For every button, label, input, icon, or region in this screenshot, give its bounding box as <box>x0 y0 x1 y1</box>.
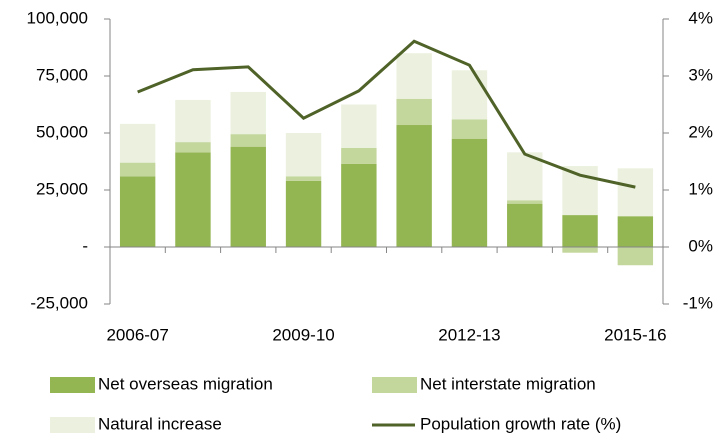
bar <box>285 133 322 177</box>
legend-label: Population growth rate (%) <box>420 414 621 433</box>
bar <box>451 119 488 139</box>
y-tick-label: 100,000 <box>27 8 88 27</box>
legend-swatch <box>372 377 417 393</box>
bar <box>507 200 543 204</box>
bar <box>562 166 598 216</box>
y2-tick-label: 1% <box>688 179 713 198</box>
bar <box>562 215 598 247</box>
bar <box>451 70 488 120</box>
bar <box>451 138 488 247</box>
bar <box>119 123 156 163</box>
bar <box>341 104 377 148</box>
y2-tick-label: -1% <box>683 293 713 312</box>
bar <box>175 152 211 247</box>
bar <box>396 98 432 126</box>
bar <box>119 176 156 247</box>
bar <box>617 247 654 266</box>
bar <box>230 134 266 147</box>
bar <box>119 162 156 177</box>
bar <box>230 91 266 135</box>
x-tick-label: 2015-16 <box>604 325 666 344</box>
x-tick-label: 2009-10 <box>272 325 334 344</box>
bar <box>285 176 322 181</box>
x-tick-label: 2006-07 <box>106 325 168 344</box>
bar <box>230 146 266 247</box>
y2-tick-label: 2% <box>688 122 713 141</box>
bar <box>175 99 211 143</box>
bar <box>341 147 377 164</box>
bar <box>562 247 598 253</box>
y2-tick-label: 3% <box>688 65 713 84</box>
legend-swatch <box>50 377 95 393</box>
legend-label: Natural increase <box>98 414 222 433</box>
y-tick-label: 50,000 <box>36 122 88 141</box>
bar <box>617 168 654 217</box>
bar <box>396 53 432 99</box>
bar <box>507 152 543 201</box>
bar <box>617 216 654 247</box>
bar <box>175 142 211 153</box>
legend-label: Net interstate migration <box>420 374 596 393</box>
y-tick-label: -25,000 <box>30 293 88 312</box>
legend-label: Net overseas migration <box>98 374 273 393</box>
bar <box>285 180 322 247</box>
x-tick-label: 2012-13 <box>438 325 500 344</box>
bar <box>341 163 377 247</box>
y-tick-label: - <box>82 236 88 255</box>
y2-tick-label: 0% <box>688 236 713 255</box>
legend-swatch <box>50 417 95 433</box>
y-tick-label: 25,000 <box>36 179 88 198</box>
bar <box>396 125 432 247</box>
bar <box>507 203 543 247</box>
y-tick-label: 75,000 <box>36 65 88 84</box>
y2-tick-label: 4% <box>688 8 713 27</box>
line <box>137 39 636 189</box>
